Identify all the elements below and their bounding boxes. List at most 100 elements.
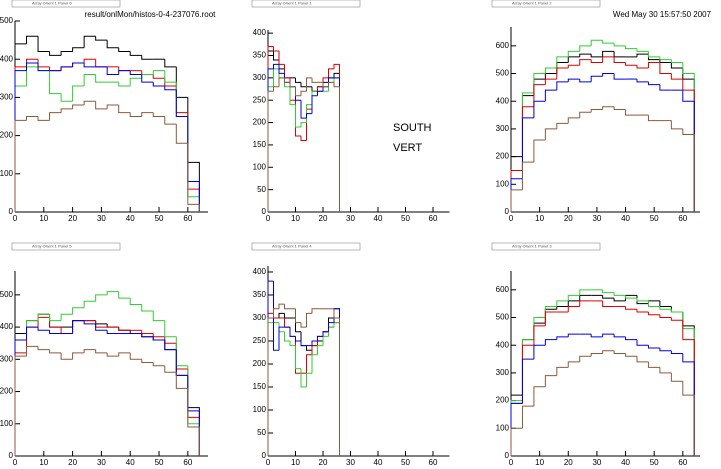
histogram-step xyxy=(72,104,85,109)
histogram-step xyxy=(567,333,580,337)
histogram-step xyxy=(670,59,683,63)
histogram-step xyxy=(556,122,569,129)
histogram-step xyxy=(164,339,177,351)
histogram-step xyxy=(556,366,569,376)
histogram-step xyxy=(647,345,660,349)
histogram-step xyxy=(306,345,312,351)
histogram-step xyxy=(60,352,73,360)
histogram-step xyxy=(37,116,50,121)
histogram-step xyxy=(300,100,307,119)
histogram-step xyxy=(636,339,649,346)
histogram-step xyxy=(328,322,334,332)
x-tick-label: 50 xyxy=(155,458,164,467)
panel-title: Array Orient 1 Panel 5 xyxy=(32,244,72,249)
date: Wed May 30 15:57:50 2007 xyxy=(613,10,712,19)
histogram-step xyxy=(284,77,290,83)
histogram-step xyxy=(141,304,154,312)
histogram-step xyxy=(37,327,50,331)
histogram-step xyxy=(544,78,557,85)
histogram-step xyxy=(602,50,615,57)
histogram-step xyxy=(544,89,557,102)
x-tick-label: 50 xyxy=(650,458,659,467)
histogram-step xyxy=(306,312,312,328)
annotation: SOUTH xyxy=(393,122,432,134)
histogram-step xyxy=(521,358,534,404)
annotation: VERT xyxy=(393,142,422,154)
histogram-step xyxy=(95,323,108,331)
x-tick-label: 20 xyxy=(564,214,573,223)
y-tick-label: 200 xyxy=(496,396,510,405)
x-tick-label: 60 xyxy=(183,458,192,467)
histogram-step xyxy=(37,313,50,321)
title-box xyxy=(11,242,121,251)
histogram-step xyxy=(333,82,340,212)
histogram-step xyxy=(187,388,200,456)
histogram-step xyxy=(590,75,603,82)
histogram-step xyxy=(544,128,557,140)
histogram-step xyxy=(95,101,108,110)
histogram-step xyxy=(26,62,39,71)
x-tick-label: 30 xyxy=(97,458,106,467)
histogram-step xyxy=(295,77,301,83)
y-tick-label: 100 xyxy=(253,405,267,414)
histogram-step xyxy=(670,62,683,69)
histogram-step xyxy=(37,346,50,351)
file-name: result/onlMon/histos-0-4-237076.root xyxy=(85,10,217,19)
histogram-step xyxy=(682,128,695,212)
histogram-step xyxy=(164,59,177,68)
histogram-step xyxy=(49,314,62,322)
y-tick-label: 400 xyxy=(253,28,267,37)
histogram-step xyxy=(306,113,312,119)
panel-title: Array Orient 1 Panel 2 xyxy=(512,1,552,6)
histogram-step xyxy=(602,333,615,337)
histogram-step xyxy=(300,122,307,128)
histogram-step xyxy=(544,311,557,326)
histogram-step xyxy=(670,309,683,313)
histogram-step xyxy=(556,56,569,68)
y-tick-label: 350 xyxy=(253,51,267,60)
histogram-step xyxy=(670,350,683,355)
y-tick-label: 200 xyxy=(0,131,14,140)
y-tick-label: 400 xyxy=(0,322,14,331)
histogram-step xyxy=(625,62,637,66)
histogram-step xyxy=(118,82,131,87)
histogram-step xyxy=(118,47,131,53)
y-tick-label: 150 xyxy=(253,382,267,391)
histogram-step xyxy=(647,81,660,86)
histogram-step xyxy=(613,292,626,296)
y-tick-label: 600 xyxy=(496,285,510,294)
histogram-step xyxy=(613,334,626,338)
histogram-step xyxy=(164,365,177,373)
histogram-step xyxy=(306,372,312,387)
histogram-step xyxy=(106,66,119,75)
title-box xyxy=(251,0,361,8)
title-box xyxy=(491,0,601,8)
histogram-step xyxy=(95,294,108,302)
histogram-step xyxy=(295,308,301,324)
histogram-step xyxy=(83,320,96,325)
histogram-step xyxy=(590,353,603,357)
histogram-step xyxy=(590,109,603,113)
histogram-step xyxy=(670,73,683,80)
histogram-step xyxy=(60,313,73,321)
histogram-step xyxy=(187,143,200,212)
histogram-step xyxy=(533,344,546,360)
histogram-step xyxy=(273,46,279,52)
x-tick-label: 60 xyxy=(678,458,687,467)
histogram-step xyxy=(49,70,62,95)
histogram-step xyxy=(579,111,592,118)
histogram-step xyxy=(49,112,62,121)
y-tick-label: 50 xyxy=(257,185,266,194)
histogram-step xyxy=(636,298,649,302)
histogram-step xyxy=(300,135,307,141)
histogram-step xyxy=(636,65,649,69)
title-box xyxy=(11,0,121,8)
histogram-step xyxy=(306,77,312,92)
histogram-step xyxy=(533,386,546,407)
histogram-step xyxy=(317,90,323,96)
histogram-step xyxy=(636,356,649,363)
histogram-step xyxy=(129,298,142,306)
histogram-step xyxy=(141,74,154,83)
x-tick-label: 30 xyxy=(592,458,601,467)
histogram-step xyxy=(613,106,626,111)
